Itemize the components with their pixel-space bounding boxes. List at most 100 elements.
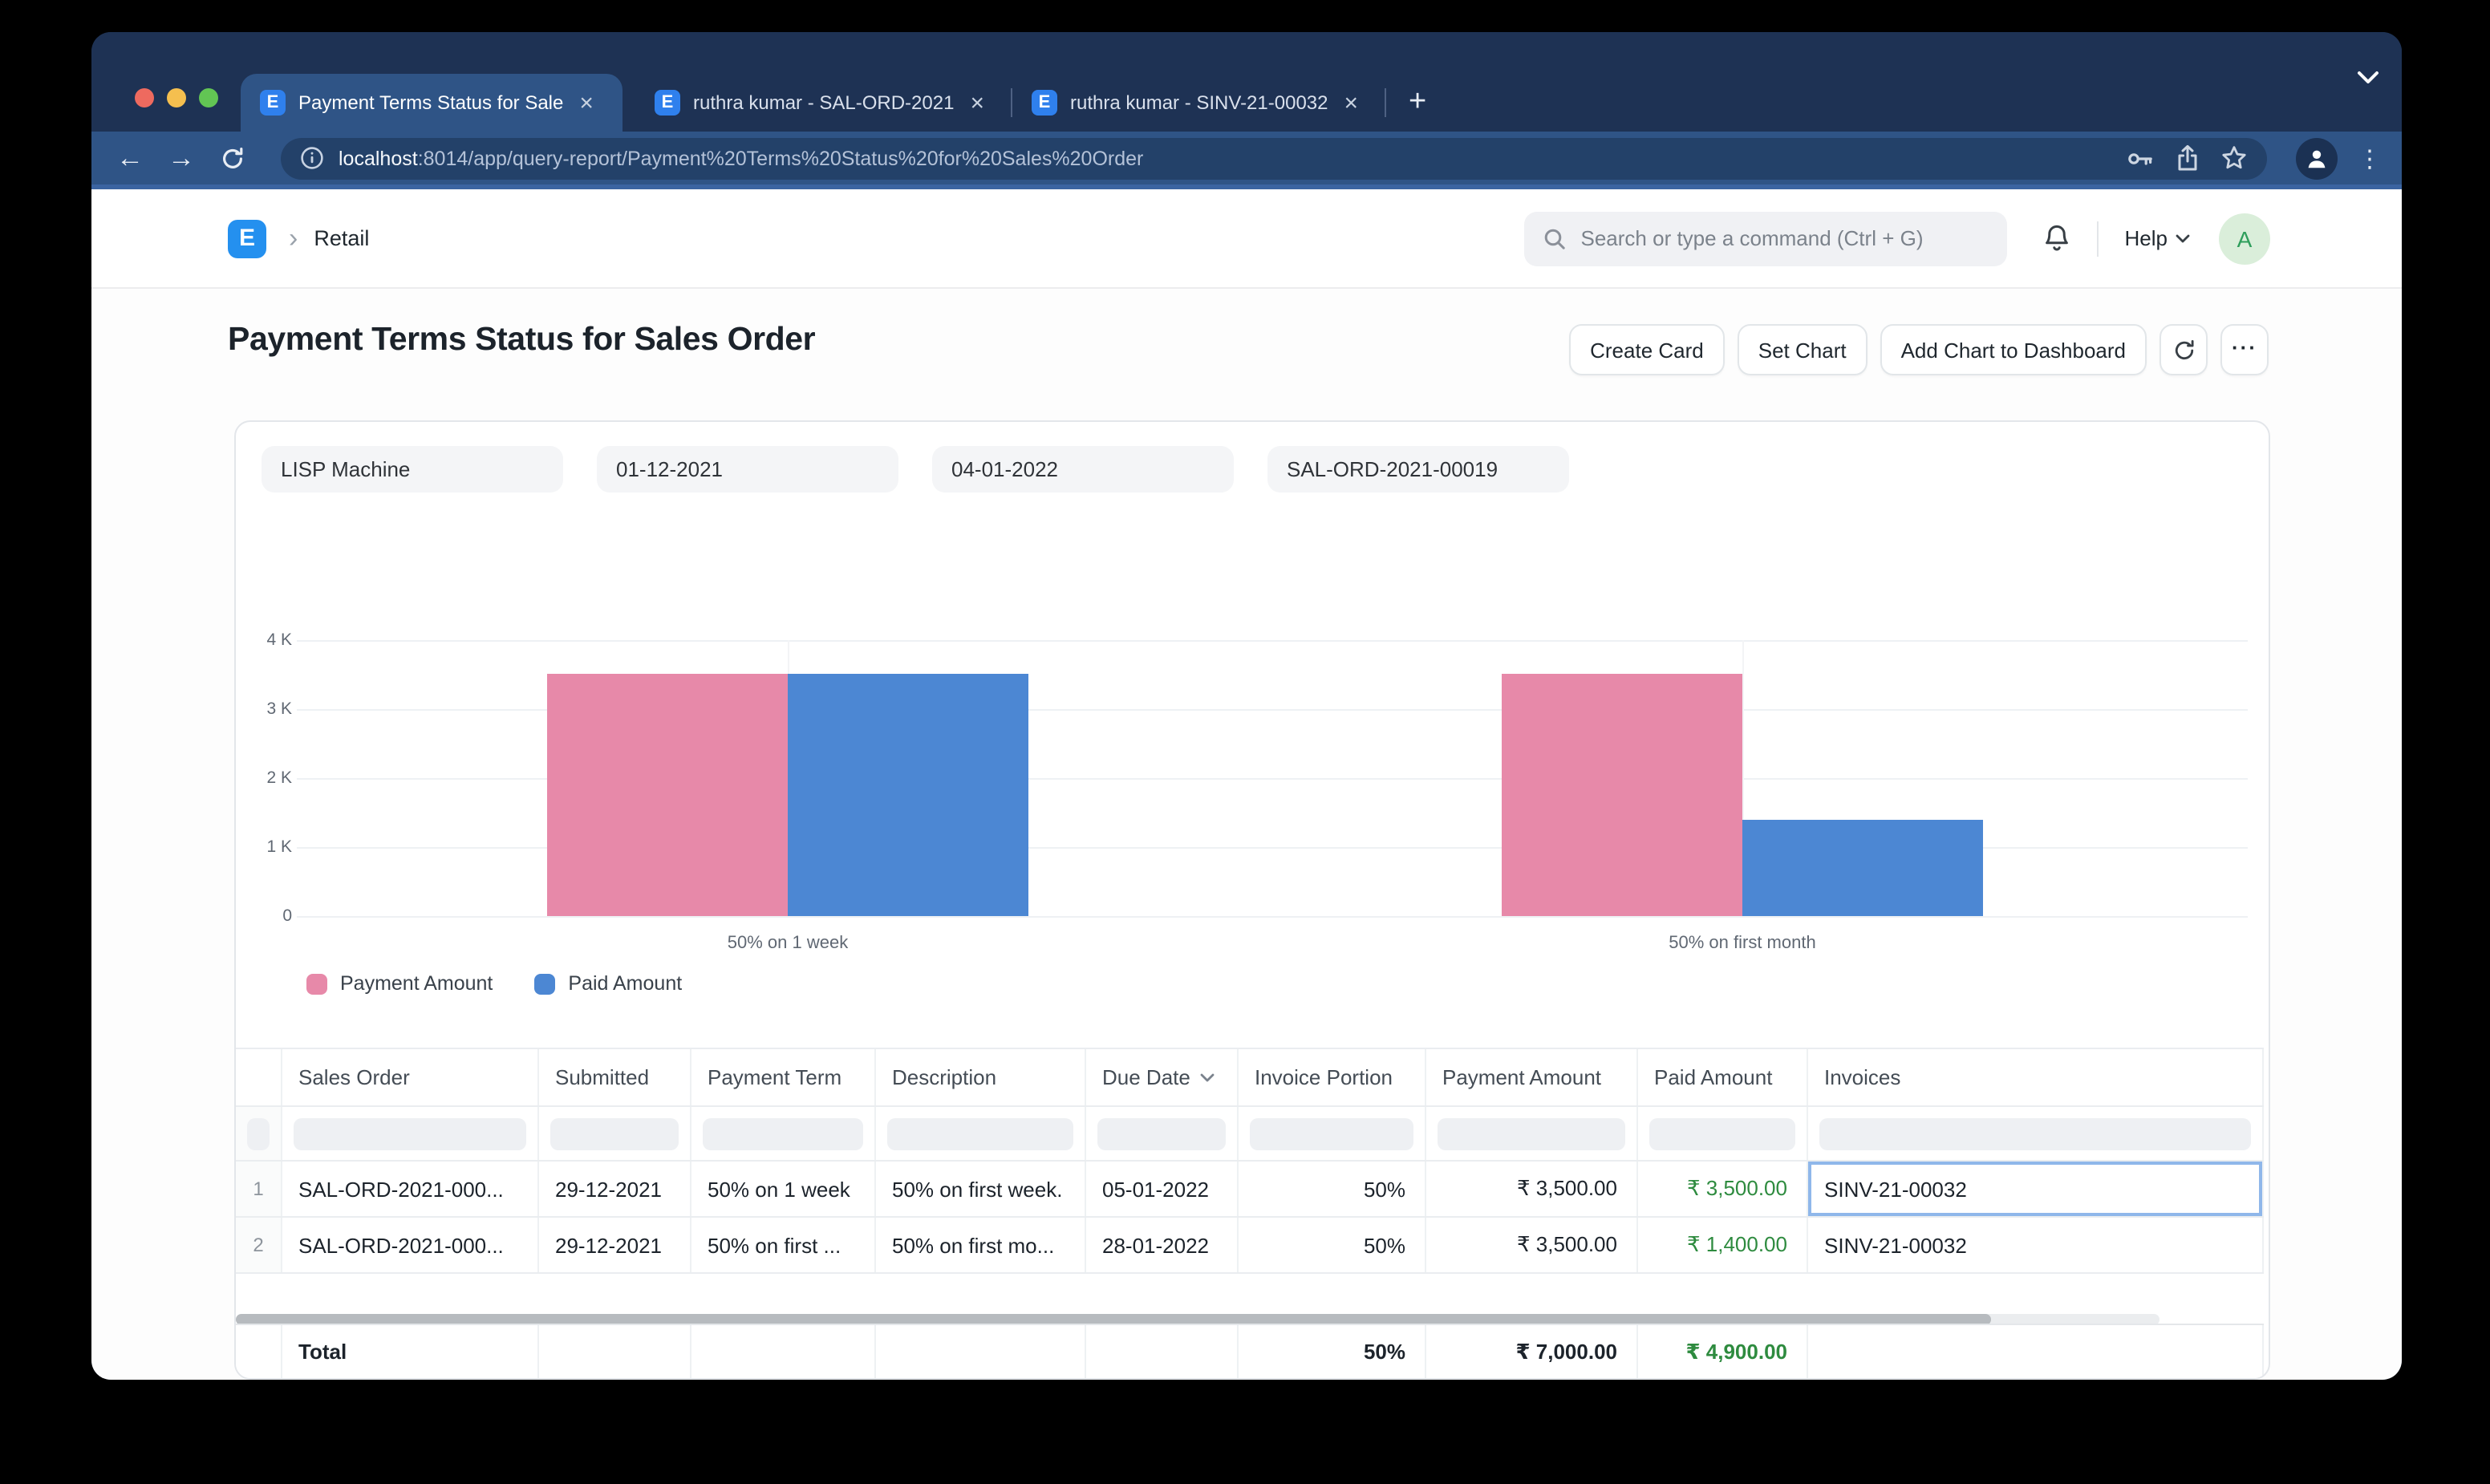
info-icon[interactable] (300, 146, 324, 170)
column-header-invoices[interactable]: Invoices (1808, 1049, 2264, 1105)
cell-due-date-row1[interactable]: 05-01-2022 (1086, 1162, 1239, 1216)
cell-submitted-row2[interactable]: 29-12-2021 (539, 1218, 691, 1272)
column-filter-input[interactable] (691, 1107, 876, 1160)
filter-input-box[interactable] (247, 1117, 270, 1149)
bar-payment-amount-1[interactable] (1502, 674, 1742, 916)
column-filter-input[interactable] (539, 1107, 691, 1160)
filter-input-box[interactable] (1097, 1117, 1226, 1149)
filter-from-date[interactable]: 01-12-2021 (597, 446, 898, 493)
scrollbar-thumb[interactable] (236, 1314, 1991, 1325)
filter-input-box[interactable] (1819, 1117, 2251, 1149)
column-filter-input[interactable] (1638, 1107, 1808, 1160)
share-icon[interactable] (2176, 144, 2200, 172)
back-icon[interactable]: ← (116, 142, 144, 172)
tab-report[interactable]: E Payment Terms Status for Sale × (241, 74, 622, 132)
column-header-submitted[interactable]: Submitted (539, 1049, 691, 1105)
cell-invoices-row1[interactable]: SINV-21-00032 (1808, 1162, 2264, 1216)
bar-paid-amount-1[interactable] (1742, 820, 1983, 916)
column-header-row-number[interactable] (236, 1049, 282, 1105)
cell-sales-order-row1[interactable]: SAL-ORD-2021-000... (282, 1162, 539, 1216)
help-menu[interactable]: Help (2125, 226, 2191, 250)
column-header-due-date[interactable]: Due Date (1086, 1049, 1239, 1105)
more-menu-button[interactable]: ··· (2220, 324, 2269, 375)
cell-description-row1[interactable]: 50% on first week. (876, 1162, 1086, 1216)
refresh-button[interactable] (2159, 324, 2208, 375)
cell-payment-term-row1[interactable]: 50% on 1 week (691, 1162, 876, 1216)
create-card-button[interactable]: Create Card (1569, 324, 1725, 375)
key-icon[interactable] (2126, 147, 2155, 169)
cell-submitted-row1[interactable]: 29-12-2021 (539, 1162, 691, 1216)
bookmark-star-icon[interactable] (2220, 144, 2248, 172)
reload-icon[interactable] (213, 139, 252, 177)
cell-invoices-row2[interactable]: SINV-21-00032 (1808, 1218, 2264, 1272)
close-tab-icon[interactable]: × (579, 89, 594, 116)
y-axis-tick: 1 K (266, 837, 292, 857)
column-header-sales-order[interactable]: Sales Order (282, 1049, 539, 1105)
minimize-window-button[interactable] (167, 88, 186, 107)
tab-sales-order[interactable]: E ruthra kumar - SAL-ORD-2021 × (635, 74, 1011, 132)
cell-payment-term-row2[interactable]: 50% on first ... (691, 1218, 876, 1272)
filter-input-box[interactable] (1438, 1117, 1625, 1149)
zoom-window-button[interactable] (199, 88, 218, 107)
column-header-invoice-portion[interactable]: Invoice Portion (1239, 1049, 1426, 1105)
user-avatar[interactable]: A (2219, 213, 2270, 264)
filter-sales-order[interactable]: SAL-ORD-2021-00019 (1267, 446, 1569, 493)
filter-input-box[interactable] (294, 1117, 526, 1149)
close-tab-icon[interactable]: × (970, 89, 984, 116)
cell-invoice-portion-row1[interactable]: 50% (1239, 1162, 1426, 1216)
cell-description-row2[interactable]: 50% on first mo... (876, 1218, 1086, 1272)
cell-paid-amount-row1[interactable]: ₹ 3,500.00 (1638, 1162, 1808, 1216)
column-filter-input[interactable] (1808, 1107, 2264, 1160)
breadcrumb-chevron-icon: › (289, 222, 298, 253)
new-tab-button[interactable]: + (1409, 85, 1427, 119)
row-number[interactable]: 2 (236, 1218, 282, 1272)
search-input[interactable]: Search or type a command (Ctrl + G) (1524, 211, 2008, 266)
browser-profile-icon[interactable] (2296, 137, 2338, 179)
column-header-payment-amount[interactable]: Payment Amount (1426, 1049, 1638, 1105)
close-tab-icon[interactable]: × (1344, 89, 1359, 116)
app-logo-icon[interactable]: E (228, 219, 266, 257)
legend-label: Payment Amount (340, 972, 493, 995)
tab-sales-invoice[interactable]: E ruthra kumar - SINV-21-00032 × (1012, 74, 1385, 132)
bar-payment-amount-0[interactable] (547, 674, 788, 916)
tab-search-icon[interactable] (2357, 71, 2379, 85)
cell-payment-amount-row1[interactable]: ₹ 3,500.00 (1426, 1162, 1638, 1216)
cell-due-date-row2[interactable]: 28-01-2022 (1086, 1218, 1239, 1272)
row-number[interactable]: 1 (236, 1162, 282, 1216)
filter-to-date[interactable]: 04-01-2022 (932, 446, 1234, 493)
legend-item[interactable]: Payment Amount (306, 972, 493, 995)
filter-input-box[interactable] (1250, 1117, 1413, 1149)
column-header-paid-amount[interactable]: Paid Amount (1638, 1049, 1808, 1105)
filter-item[interactable]: LISP Machine (262, 446, 563, 493)
forward-icon[interactable]: → (168, 142, 195, 172)
cell-paid-amount-row2[interactable]: ₹ 1,400.00 (1638, 1218, 1808, 1272)
cell-sales-order-row2[interactable]: SAL-ORD-2021-000... (282, 1218, 539, 1272)
column-header-description[interactable]: Description (876, 1049, 1086, 1105)
close-window-button[interactable] (135, 88, 154, 107)
legend-swatch (534, 973, 556, 994)
column-filter-input[interactable] (236, 1107, 282, 1160)
breadcrumb[interactable]: Retail (314, 226, 370, 250)
cell-payment-amount-row2[interactable]: ₹ 3,500.00 (1426, 1218, 1638, 1272)
filter-input-box[interactable] (550, 1117, 679, 1149)
bar-paid-amount-0[interactable] (788, 674, 1028, 916)
filter-input-box[interactable] (1649, 1117, 1795, 1149)
cell-invoice-portion-row2[interactable]: 50% (1239, 1218, 1426, 1272)
notifications-bell-icon[interactable] (2043, 223, 2072, 253)
column-filter-input[interactable] (1086, 1107, 1239, 1160)
browser-toolbar: ← → localhost:8014/app/query-report/Paym… (91, 132, 2402, 189)
column-filter-input[interactable] (1239, 1107, 1426, 1160)
column-filter-input[interactable] (282, 1107, 539, 1160)
address-bar[interactable]: localhost:8014/app/query-report/Payment%… (281, 137, 2267, 179)
browser-menu-icon[interactable]: ⋮ (2358, 145, 2382, 172)
column-filter-input[interactable] (1426, 1107, 1638, 1160)
horizontal-scrollbar[interactable] (236, 1314, 2159, 1325)
set-chart-button[interactable]: Set Chart (1737, 324, 1868, 375)
legend-item[interactable]: Paid Amount (534, 972, 682, 995)
column-header-payment-term[interactable]: Payment Term (691, 1049, 876, 1105)
column-filter-input[interactable] (876, 1107, 1086, 1160)
add-chart-to-dashboard-button[interactable]: Add Chart to Dashboard (1880, 324, 2147, 375)
filter-input-box[interactable] (703, 1117, 863, 1149)
vertical-gridline (1742, 640, 1744, 916)
filter-input-box[interactable] (887, 1117, 1073, 1149)
